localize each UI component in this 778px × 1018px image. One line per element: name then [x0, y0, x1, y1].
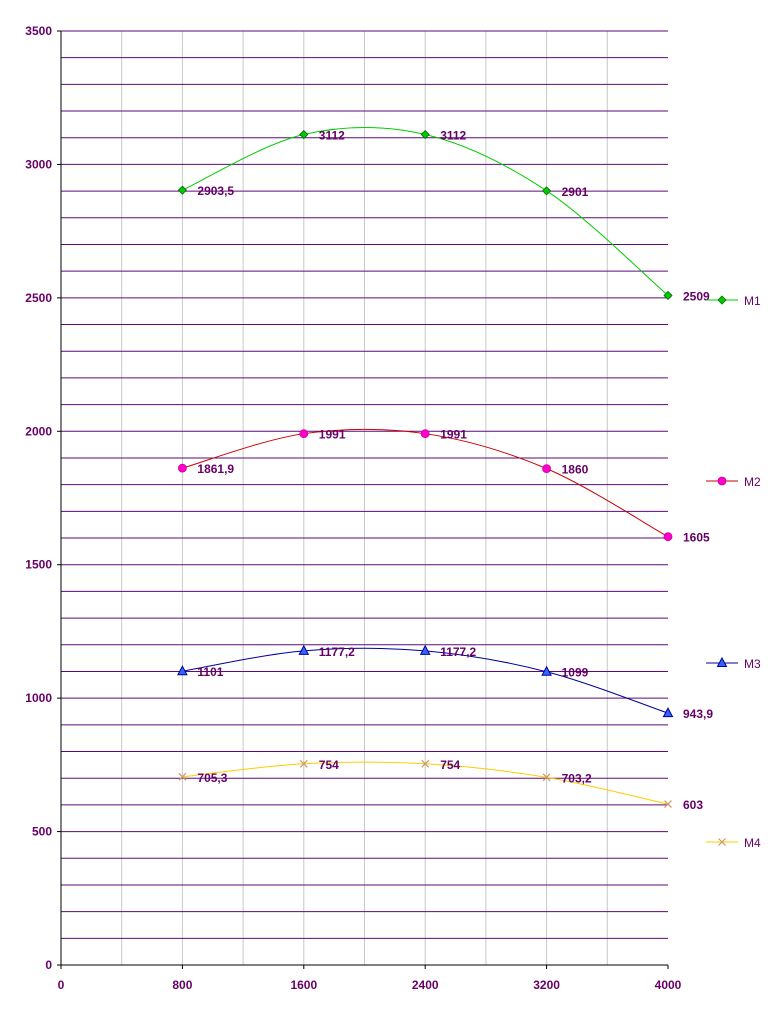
data-label-m3: 1099	[562, 666, 589, 680]
data-point-m2	[663, 532, 673, 542]
y-tick-label: 2500	[25, 291, 52, 305]
series-m4: 705,3 754 754 703,2 603	[178, 758, 703, 812]
legend-marker-m4	[718, 838, 726, 846]
x-tick-label: 4000	[655, 978, 682, 992]
data-point-m3	[298, 644, 310, 655]
series-m1: 2903,5 3112 3112 2901 2509	[177, 127, 710, 303]
data-point-m3	[419, 644, 431, 655]
y-tick-label: 3000	[25, 157, 52, 171]
data-label-m4: 603	[683, 798, 703, 812]
data-point-m4	[421, 759, 430, 768]
legend-item-m1: M1	[706, 294, 761, 308]
data-point-m4	[542, 773, 551, 782]
data-point-m2	[177, 463, 187, 473]
data-point-m1	[177, 185, 187, 195]
data-label-m1: 3112	[319, 129, 345, 143]
data-label-m1: 2509	[683, 289, 710, 303]
data-point-m3	[662, 707, 674, 718]
y-tick-label: 3500	[25, 24, 52, 38]
data-label-m2: 1861,9	[197, 462, 234, 476]
data-point-m4	[664, 800, 672, 809]
data-label-m3: 1177,2	[319, 645, 355, 659]
y-tick-label: 0	[45, 958, 52, 972]
x-tick-label: 0	[58, 978, 65, 992]
marker-stroke	[178, 772, 187, 781]
series-m3: 1101 1177,2 1177,2 1099 943,9	[177, 644, 713, 721]
data-point-m1	[299, 129, 309, 140]
data-point-m1	[542, 186, 552, 196]
legend-marker-m3	[716, 656, 728, 667]
data-point-m2	[299, 429, 309, 439]
data-label-m2: 1860	[562, 463, 589, 477]
data-point-m3	[177, 665, 188, 676]
legend-item-m2: M2	[706, 475, 761, 489]
data-label-m3: 1177,2	[440, 645, 476, 659]
y-tick-label: 2000	[25, 424, 52, 438]
data-label-m1: 2903,5	[197, 184, 234, 198]
legend-item-m4: M4	[706, 836, 761, 850]
marker-stroke	[664, 800, 672, 809]
y-tick-label: 500	[32, 825, 52, 839]
data-point-m4	[299, 759, 308, 768]
data-label-m1: 2901	[562, 185, 589, 199]
data-point-m3	[541, 665, 552, 676]
data-point-m2	[542, 464, 551, 474]
legend-label-m1: M1	[744, 294, 761, 308]
x-tick-label: 800	[172, 978, 192, 992]
legend-label-m2: M2	[744, 475, 761, 489]
data-label-m2: 1605	[683, 531, 710, 545]
data-label-m4: 754	[319, 758, 339, 772]
marker-stroke	[718, 838, 726, 846]
data-label-m2: 1991	[319, 428, 346, 442]
y-tick-label: 1500	[25, 558, 52, 572]
y-tick-label: 1000	[25, 691, 52, 705]
data-label-m4: 705,3	[197, 771, 227, 785]
marker-stroke	[542, 773, 551, 782]
marker-stroke	[299, 759, 308, 768]
x-tick-label: 1600	[290, 978, 317, 992]
legend-label-m3: M3	[744, 657, 761, 671]
x-tick-label: 3200	[533, 978, 560, 992]
legend-marker-m1	[717, 295, 727, 305]
marker-stroke	[421, 759, 430, 768]
x-tick-label: 2400	[412, 978, 439, 992]
data-label-m3: 1101	[197, 665, 223, 679]
data-label-m2: 1991	[440, 428, 467, 442]
legend-item-m3: M3	[706, 656, 761, 671]
data-point-m4	[178, 772, 187, 781]
data-label-m3: 943,9	[683, 707, 713, 721]
data-label-m4: 754	[440, 758, 460, 772]
series-m2: 1861,9 1991 1991 1860 1605	[177, 428, 710, 545]
data-point-m2	[420, 429, 430, 439]
data-point-m1	[420, 129, 430, 140]
data-label-m1: 3112	[440, 129, 466, 143]
data-point-m1	[663, 290, 673, 301]
legend-marker-m2	[717, 476, 727, 486]
legend-label-m4: M4	[744, 836, 761, 850]
data-label-m4: 703,2	[562, 771, 592, 785]
